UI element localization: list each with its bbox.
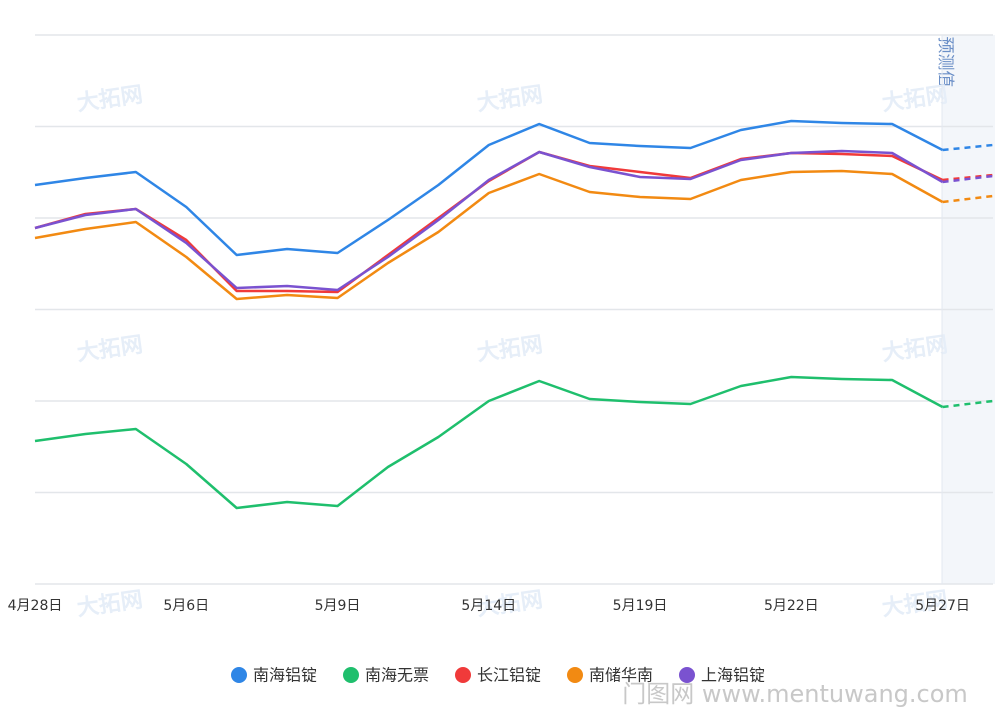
forecast-line	[942, 194, 994, 204]
x-tick-label: 5月6日	[163, 598, 209, 614]
forecast-line	[942, 399, 994, 409]
watermark-logo: 大拓网	[76, 588, 145, 622]
x-tick-label: 5月27日	[915, 598, 970, 614]
forecast-label: 预测值	[935, 37, 955, 88]
legend-label: 南海铝锭	[253, 666, 317, 685]
watermark: 门图网 www.mentuwang.com	[622, 680, 968, 708]
legend-label: 南海无票	[365, 666, 429, 685]
watermark-logo: 大拓网	[881, 83, 950, 117]
x-tick-label: 5月22日	[764, 598, 819, 614]
watermark-logo: 大拓网	[476, 83, 545, 117]
legend-label: 长江铝锭	[477, 666, 541, 685]
watermark-logo: 大拓网	[76, 333, 145, 367]
series-line	[34, 149, 944, 292]
legend-label: 南储华南	[589, 666, 653, 685]
forecast-line	[942, 174, 994, 184]
series-line	[34, 375, 944, 510]
legend-marker	[567, 667, 583, 683]
series-line	[34, 169, 944, 301]
x-tick-label: 5月9日	[315, 598, 361, 614]
watermark-logo: 大拓网	[476, 333, 545, 367]
watermark-logo: 大拓网	[76, 83, 145, 117]
legend-label: 上海铝锭	[701, 666, 765, 685]
series-line	[34, 150, 944, 294]
legend-marker	[231, 667, 247, 683]
x-tick-label: 5月19日	[613, 598, 668, 614]
x-tick-label: 5月14日	[461, 598, 516, 614]
legend-marker	[679, 667, 695, 683]
series-line	[34, 119, 944, 257]
watermark-logo: 大拓网	[881, 333, 950, 367]
legend-marker	[343, 667, 359, 683]
legend-marker	[455, 667, 471, 683]
forecast-line	[942, 143, 994, 152]
forecast-line	[942, 173, 994, 182]
x-tick-label: 4月28日	[8, 598, 63, 614]
